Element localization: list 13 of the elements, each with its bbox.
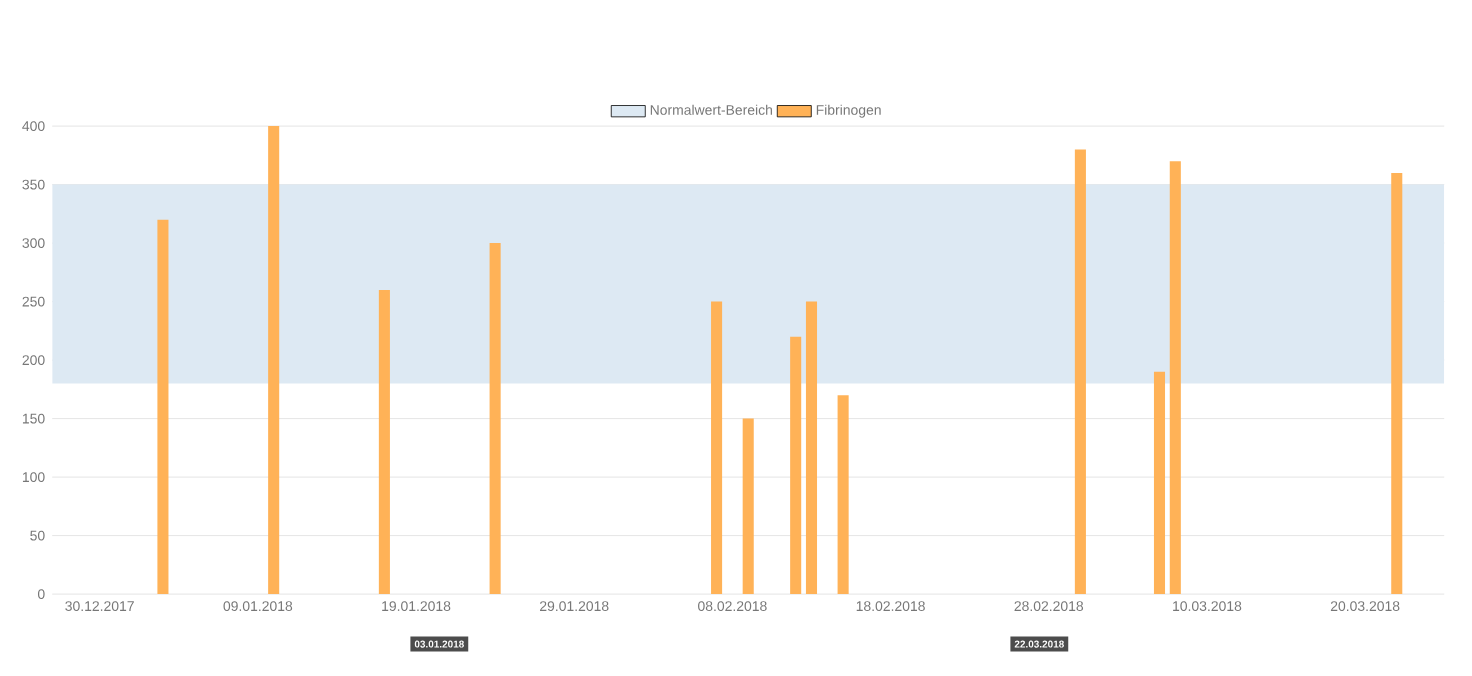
- bar: [837, 395, 849, 595]
- bar: [378, 289, 390, 595]
- bar: [489, 243, 501, 595]
- bar: [805, 301, 818, 595]
- bar: [1074, 149, 1086, 595]
- bar: [1153, 371, 1166, 595]
- bar: [157, 219, 169, 595]
- bar: [1169, 161, 1181, 595]
- bar: [711, 301, 723, 595]
- bar: [1391, 172, 1403, 595]
- bar: [268, 126, 280, 595]
- bar: [742, 418, 754, 595]
- bar: [790, 336, 802, 595]
